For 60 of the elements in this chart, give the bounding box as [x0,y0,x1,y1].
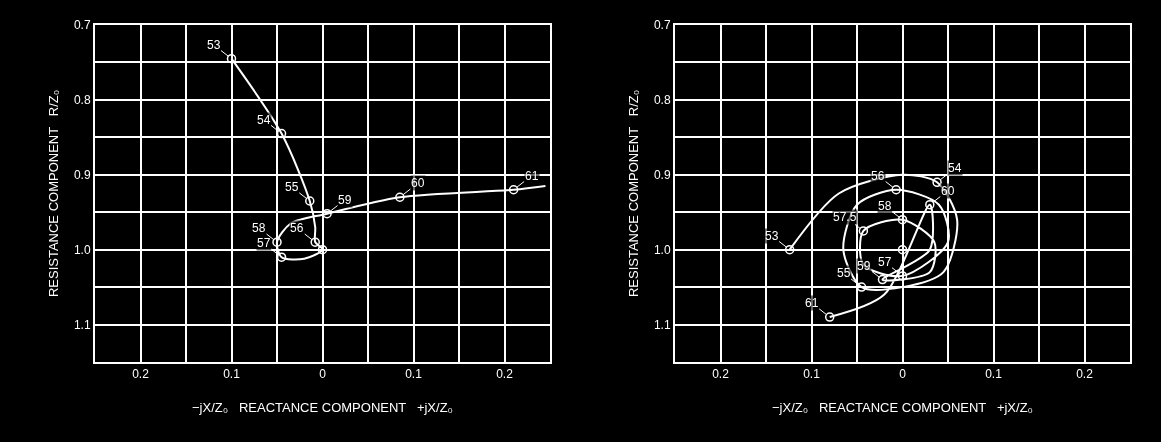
x-axis-title: −jX/Z₀ REACTANCE COMPONENT +jX/Z₀ [192,400,453,415]
x-tick-label: 0 [319,367,327,382]
annotation: 61 [525,169,539,183]
annotation: 56 [871,169,885,183]
annotation: 53 [765,229,779,243]
x-tick-label: 0.2 [1076,367,1094,382]
y-tick-label: 0.9 [653,167,671,182]
x-tick-label: 0.2 [496,367,514,382]
x-tick-label: 0 [899,367,907,382]
annotation: 57.5 [833,210,857,224]
y-tick-label: 1.0 [653,242,671,257]
point [395,192,405,202]
point [272,237,282,247]
y-tick-label: 1.1 [653,317,671,332]
x-tick-label: 0.1 [405,367,423,382]
point [317,244,328,255]
annotation: 59 [338,193,352,207]
y-tick-label: 1.1 [73,317,91,332]
point [508,185,519,195]
x-tick-label: 0.1 [803,367,821,382]
y-tick-label: 1.0 [73,242,91,257]
x-tick-label: 0.2 [132,367,150,382]
x-tick-label: 0.2 [712,367,730,382]
point [310,237,320,247]
point [226,53,237,64]
point [897,244,908,255]
y-tick-label: 0.7 [73,18,91,33]
point [858,226,869,236]
annotation: 60 [941,184,955,198]
point [932,177,942,188]
annotation: 55 [285,180,299,194]
point [824,312,835,322]
annotation: 58 [878,199,892,213]
y-tick-label: 0.7 [653,18,671,33]
y-tick-label: 0.8 [73,93,91,108]
point [925,199,935,210]
annotation: 60 [411,176,425,190]
x-tick-label: 0.1 [985,367,1003,382]
y-tick-label: 0.9 [73,167,91,182]
point [784,244,795,255]
annotation: 61 [805,296,819,310]
x-axis-title: −jX/Z₀ REACTANCE COMPONENT +jX/Z₀ [772,400,1033,415]
annotation: 57 [257,236,271,250]
point [305,196,315,206]
point [897,214,908,225]
annotation: 56 [290,221,304,235]
y-tick-label: 0.8 [653,93,671,108]
point [897,271,908,281]
point [877,274,888,285]
annotation: 54 [257,113,271,127]
x-tick-label: 0.1 [223,367,241,382]
annotation: 53 [207,38,221,52]
y-axis-title: RESISTANCE COMPONENT R/Z₀ [46,89,61,298]
annotation: 58 [252,221,266,235]
annotation: 59 [857,259,871,273]
annotation: 54 [948,161,962,175]
point [891,185,901,195]
y-axis-title: RESISTANCE COMPONENT R/Z₀ [626,89,641,298]
annotation: 57 [878,255,892,269]
annotation: 55 [837,266,851,280]
